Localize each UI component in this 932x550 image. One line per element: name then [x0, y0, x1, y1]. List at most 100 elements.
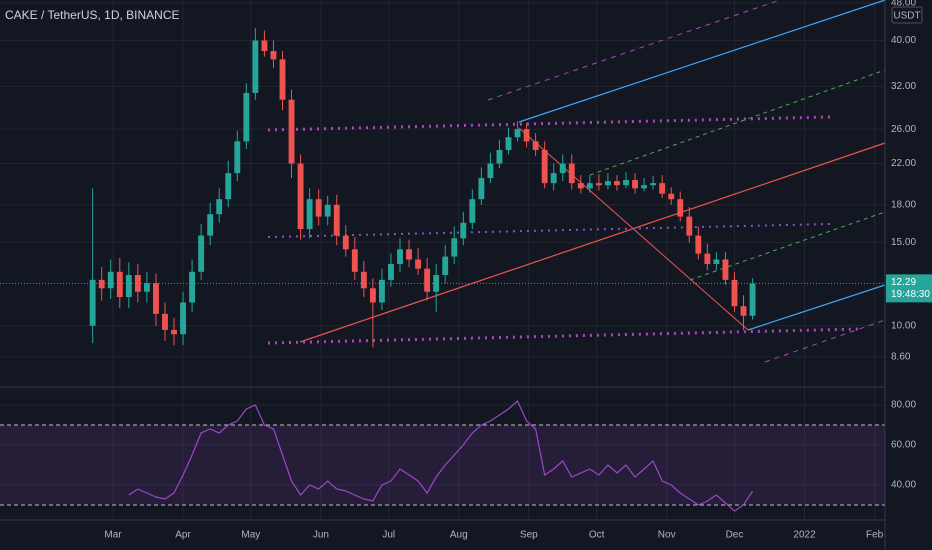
- y-tick-label: 40.00: [891, 35, 916, 46]
- candle-body: [586, 183, 593, 189]
- candle-body: [415, 259, 422, 269]
- x-tick-label: Nov: [658, 530, 676, 541]
- candle-body: [162, 313, 168, 330]
- candle-body: [107, 271, 114, 289]
- candle-body: [677, 199, 684, 217]
- last-price-box: [886, 274, 932, 303]
- candle-body: [189, 271, 196, 303]
- candle-body: [749, 283, 756, 316]
- grid: [0, 0, 885, 520]
- candle-body: [98, 279, 105, 289]
- x-tick-label: Jun: [313, 530, 329, 541]
- candle-body: [306, 199, 313, 230]
- labels: Mar Apr May Jun Jul Aug Sep Oct Nov Dec 2022 Feb 8.6…: [104, 0, 932, 541]
- x-tick-label: May: [241, 530, 260, 541]
- candle-body: [614, 181, 620, 186]
- candle-body: [378, 279, 385, 303]
- candle-body: [550, 173, 557, 184]
- candle-body: [641, 185, 648, 189]
- candle-body: [632, 180, 638, 189]
- candle-body: [451, 238, 458, 257]
- x-tick-label: Apr: [175, 530, 191, 541]
- y-tick-label: 48.00: [891, 0, 916, 9]
- candle-body: [360, 271, 367, 289]
- candle-body: [207, 214, 214, 236]
- candle-body: [152, 283, 159, 314]
- candle-body: [288, 99, 295, 164]
- x-tick-label: 2022: [793, 530, 816, 541]
- channel-line: [487, 0, 781, 101]
- candle-body: [686, 216, 693, 236]
- chart-title: CAKE / TetherUS, 1D, BINANCE: [5, 8, 180, 22]
- candle-body: [523, 129, 530, 142]
- candle-body: [469, 199, 476, 223]
- candle-body: [143, 283, 150, 292]
- trend-line: [299, 142, 886, 343]
- level-line: [267, 327, 861, 345]
- candle-body: [125, 274, 132, 298]
- candle-body: [171, 329, 177, 335]
- candle-body: [342, 235, 349, 250]
- currency-box[interactable]: [891, 6, 923, 24]
- x-tick-label: Aug: [450, 530, 468, 541]
- candle-body: [668, 193, 675, 200]
- candle-body: [713, 259, 720, 265]
- y-tick-label: 8.60: [891, 351, 911, 362]
- candle-body: [116, 271, 123, 298]
- candle-body: [595, 183, 602, 186]
- candle-body: [532, 141, 539, 150]
- candle-body: [315, 199, 322, 217]
- y-tick-label: 60.00: [891, 440, 916, 451]
- candle-body: [568, 163, 575, 184]
- candle-body: [388, 264, 394, 280]
- candle-body: [695, 235, 702, 254]
- candles: [89, 28, 756, 348]
- y-tick-label: 80.00: [891, 400, 916, 411]
- candle-body: [134, 274, 141, 292]
- countdown: 19:48:30: [891, 289, 930, 300]
- channel-line: [747, 284, 886, 331]
- candle-body: [234, 141, 241, 174]
- candle-body: [704, 253, 711, 265]
- channel-line: [689, 211, 886, 281]
- x-tick-label: Oct: [589, 530, 605, 541]
- candle-body: [623, 180, 629, 186]
- candle-body: [369, 288, 376, 303]
- candle-body: [424, 268, 431, 292]
- y-tick-label: 32.00: [891, 81, 916, 92]
- candle-body: [261, 40, 268, 52]
- candle-body: [333, 204, 340, 236]
- candle-body: [279, 59, 286, 100]
- x-tick-label: Feb: [866, 530, 884, 541]
- y-tick-label: 40.00: [891, 480, 916, 491]
- candle-body: [225, 173, 232, 200]
- candle-body: [351, 249, 358, 272]
- channel-line: [764, 319, 886, 363]
- candle-body: [297, 163, 304, 230]
- candle-body: [89, 279, 96, 326]
- candle-body: [577, 183, 584, 189]
- y-tick-label: 22.00: [891, 158, 916, 169]
- last-price-label: 12.29: [891, 277, 916, 288]
- candle-body: [740, 306, 747, 316]
- y-tick-label: 26.00: [891, 124, 916, 135]
- level-line: [267, 115, 831, 132]
- candle-body: [559, 163, 566, 174]
- currency[interactable]: USDT: [893, 11, 920, 22]
- x-tick-label: Jul: [382, 530, 395, 541]
- candle-body: [460, 222, 467, 239]
- candle-body: [650, 183, 657, 186]
- x-tick-label: Mar: [104, 530, 122, 541]
- candle-body: [478, 178, 485, 200]
- candle-body: [722, 259, 729, 280]
- candle-body: [731, 279, 738, 307]
- rsi-band: [0, 425, 885, 505]
- level-line: [267, 223, 831, 238]
- y-tick-label: 15.00: [891, 237, 916, 248]
- candle-body: [270, 51, 277, 60]
- x-tick-label: Dec: [726, 530, 744, 541]
- y-tick-label: 18.00: [891, 199, 916, 210]
- candle-body: [243, 92, 250, 142]
